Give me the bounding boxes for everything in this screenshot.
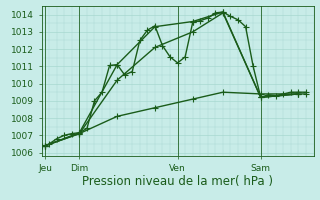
X-axis label: Pression niveau de la mer( hPa ): Pression niveau de la mer( hPa ) — [82, 175, 273, 188]
